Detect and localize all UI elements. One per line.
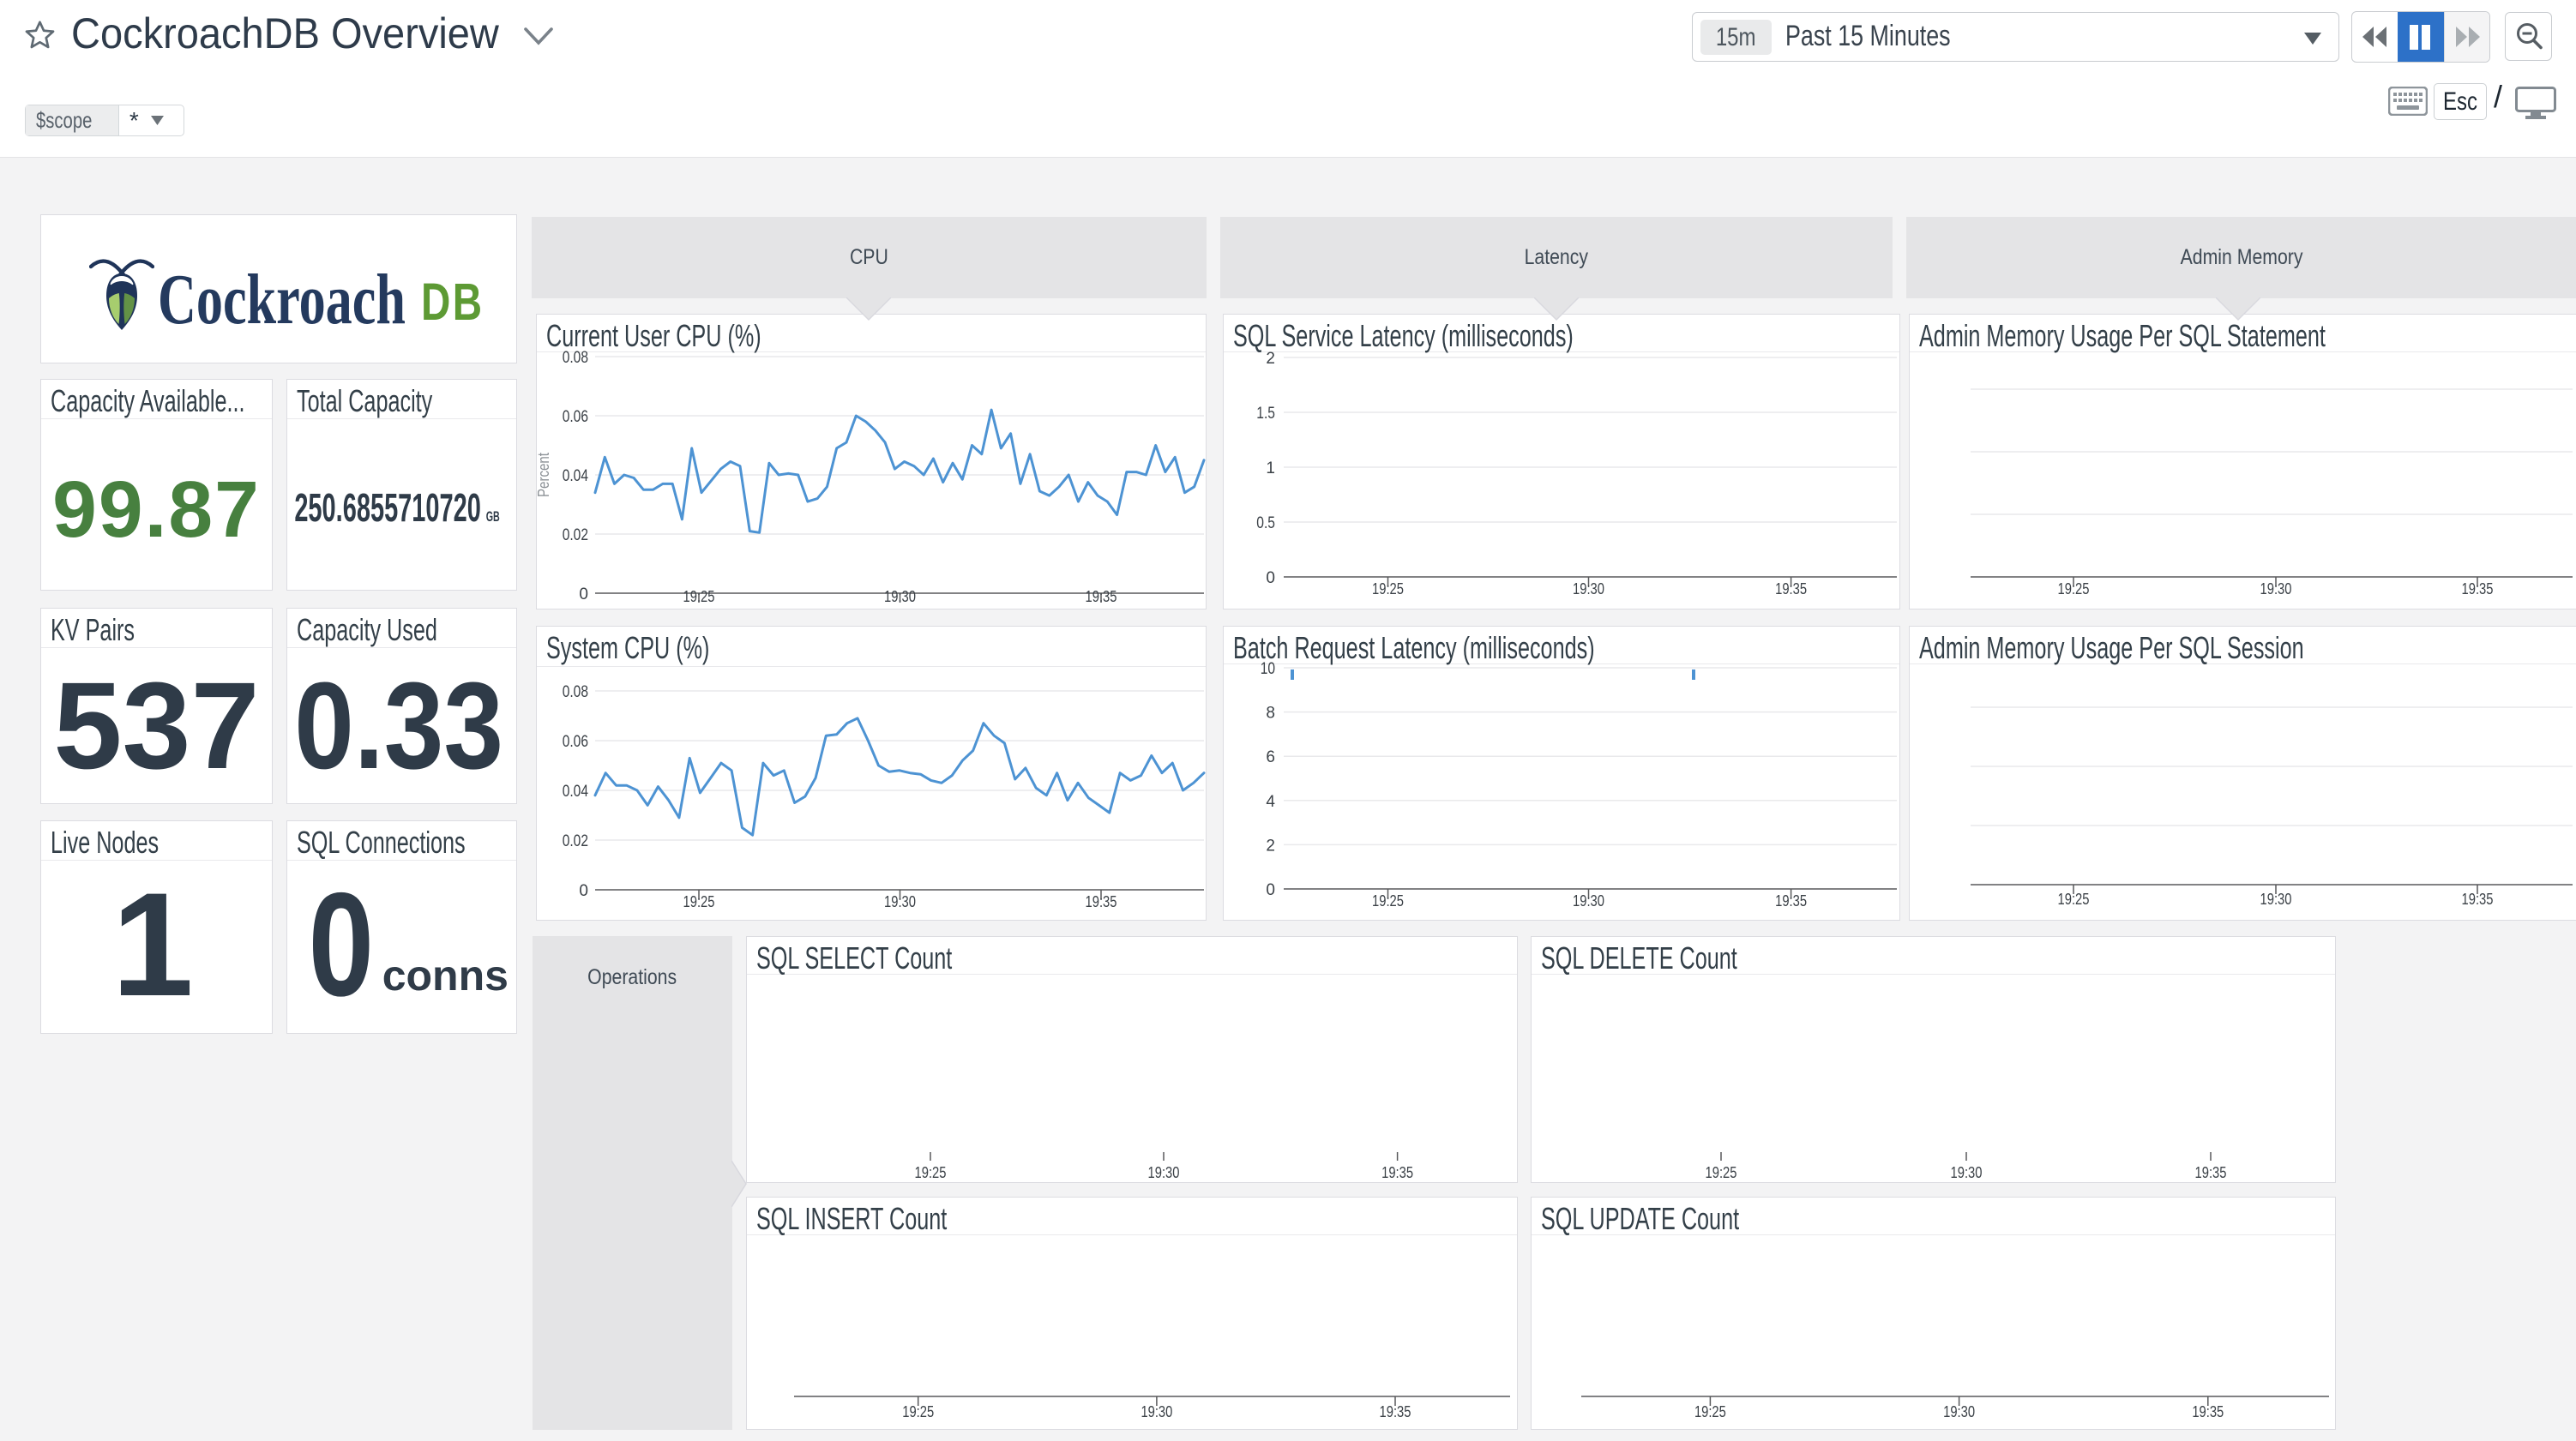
svg-text:19:25: 19:25 xyxy=(1706,1164,1737,1181)
svg-text:1: 1 xyxy=(1266,459,1275,477)
svg-text:19:30: 19:30 xyxy=(2260,580,2292,597)
svg-text:19:35: 19:35 xyxy=(2192,1403,2224,1420)
svg-text:0: 0 xyxy=(1266,881,1275,899)
svg-text:19:35: 19:35 xyxy=(2462,580,2494,597)
svg-text:0.5: 0.5 xyxy=(1256,514,1275,532)
svg-text:19:25: 19:25 xyxy=(683,893,715,910)
svg-text:19:35: 19:35 xyxy=(2462,891,2494,908)
svg-text:19:30: 19:30 xyxy=(884,588,916,605)
svg-text:0: 0 xyxy=(579,882,588,900)
svg-text:19:25: 19:25 xyxy=(2058,891,2090,908)
svg-text:10: 10 xyxy=(1261,660,1275,678)
svg-text:6: 6 xyxy=(1266,748,1275,766)
svg-text:4: 4 xyxy=(1266,793,1275,811)
svg-text:19:35: 19:35 xyxy=(1086,588,1117,605)
svg-text:1.5: 1.5 xyxy=(1256,405,1275,423)
svg-text:19:30: 19:30 xyxy=(1141,1403,1172,1420)
svg-text:19:30: 19:30 xyxy=(1573,892,1604,910)
svg-text:Percent: Percent xyxy=(535,453,552,497)
svg-text:0.02: 0.02 xyxy=(563,832,588,850)
svg-text:19:30: 19:30 xyxy=(1148,1164,1180,1181)
svg-text:0.06: 0.06 xyxy=(563,408,588,426)
svg-text:0.04: 0.04 xyxy=(563,467,589,485)
svg-text:0: 0 xyxy=(579,585,588,603)
svg-text:19:30: 19:30 xyxy=(884,893,916,910)
svg-text:19:35: 19:35 xyxy=(2195,1164,2227,1181)
svg-text:0.08: 0.08 xyxy=(563,683,588,701)
svg-text:0.02: 0.02 xyxy=(563,526,588,544)
svg-text:2: 2 xyxy=(1266,837,1275,855)
svg-text:19:35: 19:35 xyxy=(1380,1403,1411,1420)
svg-text:19:25: 19:25 xyxy=(2058,580,2090,597)
svg-text:19:25: 19:25 xyxy=(683,588,715,605)
svg-text:19:35: 19:35 xyxy=(1775,580,1807,597)
svg-text:19:25: 19:25 xyxy=(902,1403,934,1420)
svg-text:19:35: 19:35 xyxy=(1086,893,1117,910)
svg-text:19:25: 19:25 xyxy=(915,1164,947,1181)
svg-text:19:30: 19:30 xyxy=(1573,580,1604,597)
svg-text:19:25: 19:25 xyxy=(1372,580,1404,597)
svg-text:2: 2 xyxy=(1266,350,1275,368)
svg-text:19:25: 19:25 xyxy=(1694,1403,1726,1420)
svg-text:0.04: 0.04 xyxy=(563,783,589,801)
svg-text:19:25: 19:25 xyxy=(1372,892,1404,910)
svg-text:8: 8 xyxy=(1266,705,1275,723)
svg-text:19:30: 19:30 xyxy=(2260,891,2292,908)
svg-text:19:30: 19:30 xyxy=(1943,1403,1975,1420)
svg-text:0.06: 0.06 xyxy=(563,733,588,751)
svg-text:0.08: 0.08 xyxy=(563,349,588,367)
svg-text:19:30: 19:30 xyxy=(1951,1164,1983,1181)
svg-text:19:35: 19:35 xyxy=(1381,1164,1413,1181)
svg-text:19:35: 19:35 xyxy=(1775,892,1807,910)
svg-text:0: 0 xyxy=(1266,569,1275,587)
